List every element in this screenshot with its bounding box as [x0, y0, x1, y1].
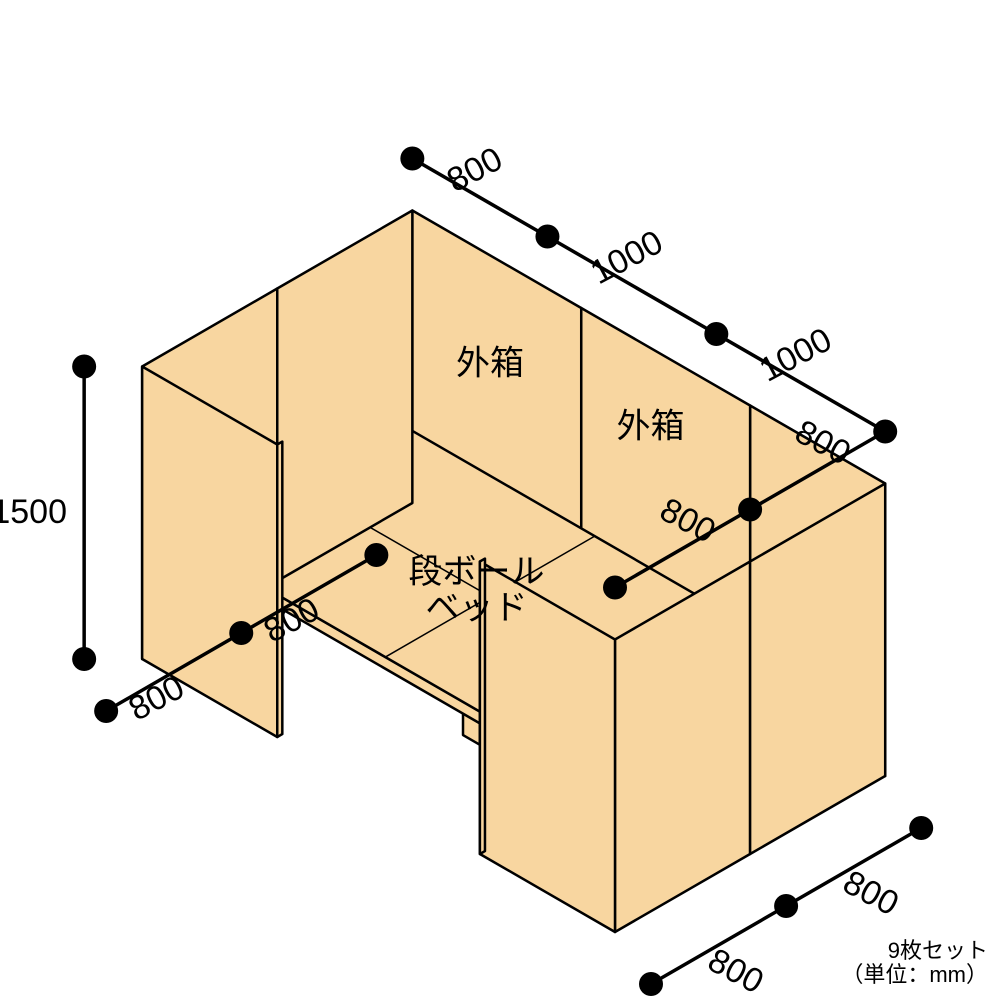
panel-label-left: 外箱 — [456, 344, 524, 382]
dim-dot — [603, 576, 627, 600]
dim-dot — [873, 420, 897, 444]
dim-dot — [229, 621, 253, 645]
bed-label: ベッド — [426, 589, 528, 627]
dim-dot — [535, 225, 559, 249]
dim-dot — [94, 699, 118, 723]
bed-label: 段ボール — [409, 553, 545, 591]
panel-label-right: 外箱 — [616, 408, 684, 446]
panel — [277, 442, 282, 737]
dim-dot — [72, 647, 96, 671]
dim-dot — [400, 147, 424, 171]
dim-dot — [364, 543, 388, 567]
dim-dot — [774, 894, 798, 918]
dim-label: 1500 — [0, 493, 67, 531]
caption-line2: （単位：mm） — [841, 962, 988, 987]
dim-dot — [704, 322, 728, 346]
dim-label: 800 — [441, 140, 509, 200]
caption-line1: 9枚セット — [888, 938, 988, 963]
dim-dot — [639, 972, 663, 996]
dim-dot — [909, 816, 933, 840]
dim-dot — [72, 355, 96, 379]
dim-dot — [738, 498, 762, 522]
